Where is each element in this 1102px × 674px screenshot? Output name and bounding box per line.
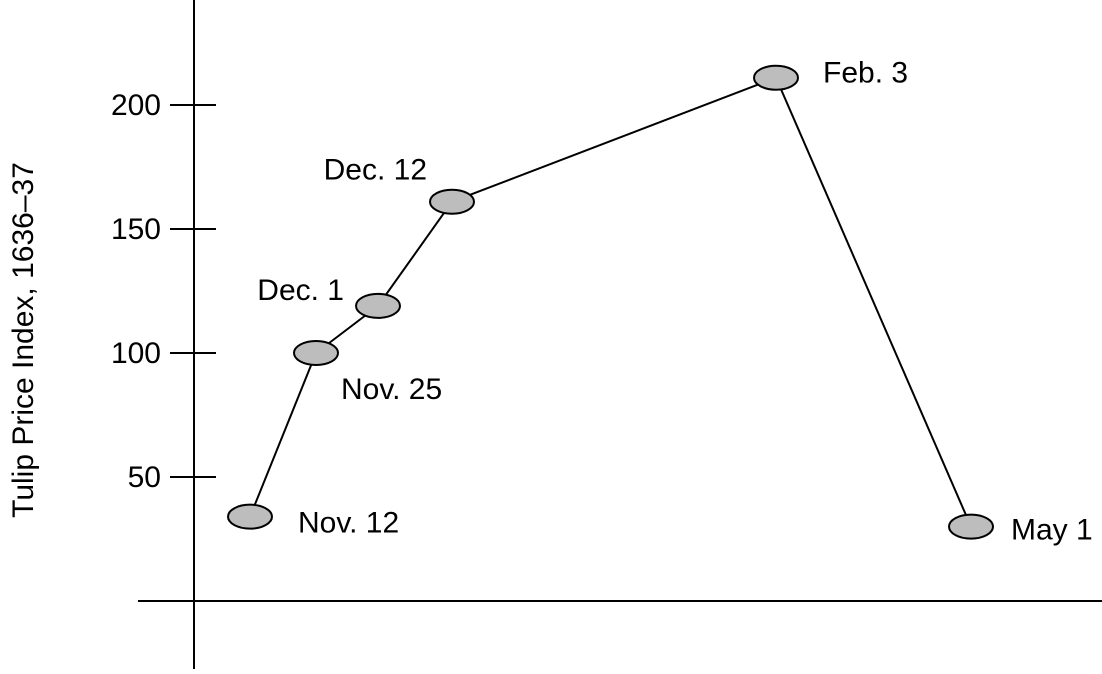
data-point-label: Dec. 1 (257, 274, 344, 307)
data-point (355, 292, 401, 319)
series-line-segment (249, 352, 317, 518)
data-point-label: Nov. 25 (341, 373, 442, 406)
y-tick-label-200: 200 (111, 89, 161, 122)
data-point-label: Feb. 3 (823, 57, 908, 90)
y-axis-title: Tulip Price Index, 1636–37 (7, 162, 40, 518)
data-point (429, 188, 475, 215)
data-point-label: Dec. 12 (324, 154, 427, 187)
y-tick-label-100: 100 (111, 337, 161, 370)
data-point (753, 64, 799, 91)
data-point-label: Nov. 12 (298, 507, 399, 540)
y-ticks: 50 100 150 200 (111, 89, 216, 494)
data-point-label: May 1 (1011, 514, 1093, 547)
series-line-segment (451, 76, 777, 203)
data-point (948, 513, 994, 540)
y-tick-label-150: 150 (111, 213, 161, 246)
data-points (227, 64, 994, 540)
axes (138, 0, 1102, 669)
series-lines (249, 76, 972, 527)
data-point (293, 340, 339, 366)
point-labels: Nov. 12 Nov. 25 Dec. 1 Dec. 12 Feb. 3 May 1 (257, 57, 1092, 547)
series-line-segment (775, 77, 972, 527)
data-point (227, 503, 273, 530)
y-tick-label-50: 50 (128, 461, 161, 494)
series-line-segment (377, 201, 453, 307)
